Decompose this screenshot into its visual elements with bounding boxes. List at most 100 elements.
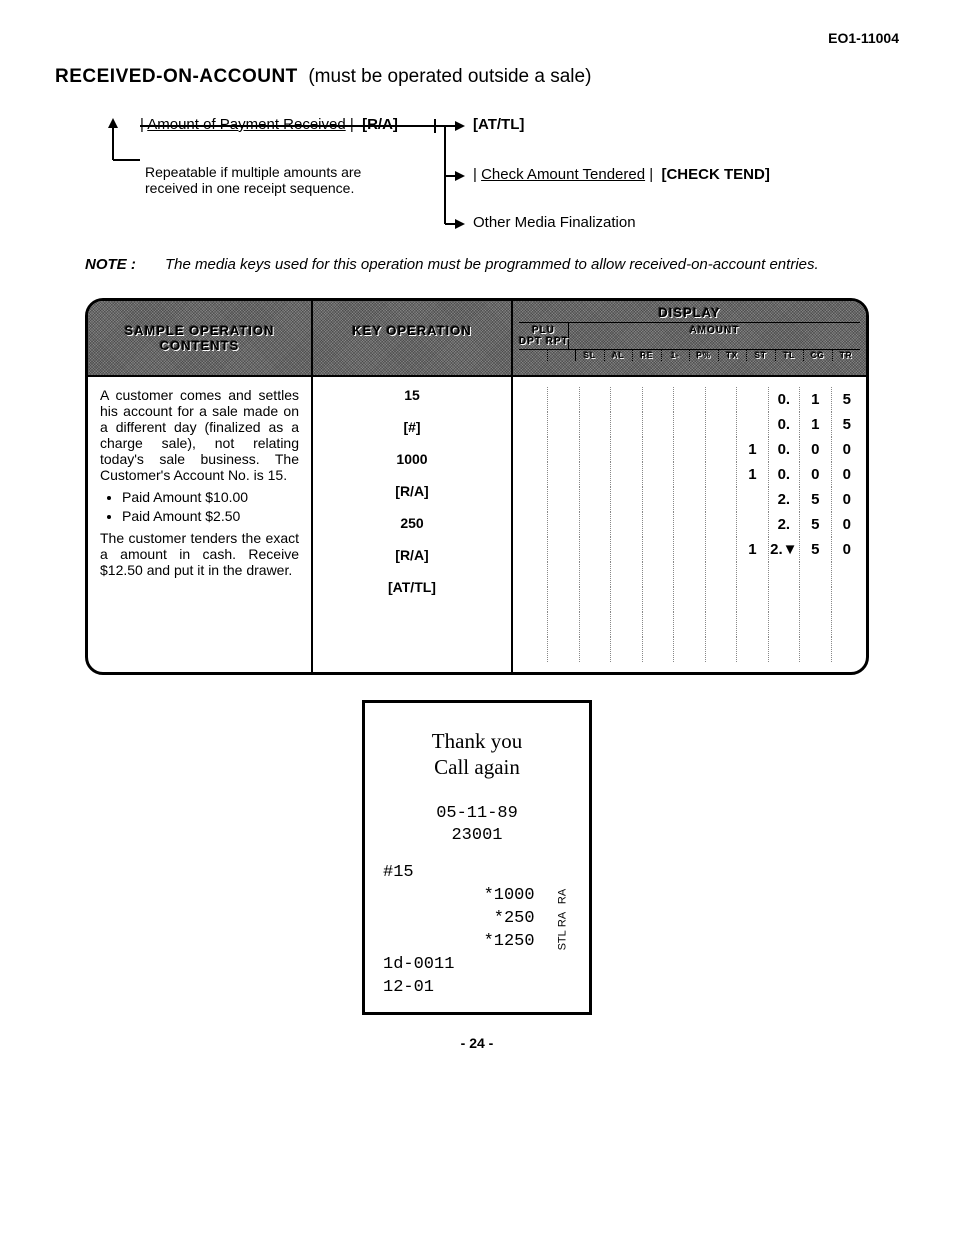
display-cell: 0 bbox=[832, 437, 862, 462]
display-cell bbox=[580, 487, 611, 512]
display-cell: 0. bbox=[769, 412, 800, 437]
display-cell: 0 bbox=[832, 512, 862, 537]
display-cell: 0 bbox=[832, 487, 862, 512]
display-cell bbox=[517, 437, 548, 462]
display-cell bbox=[548, 387, 579, 412]
display-cell bbox=[737, 412, 768, 437]
display-cell bbox=[580, 512, 611, 537]
flow-step1-label: Amount of Payment Received bbox=[147, 116, 345, 133]
hdr-sublabels: SLALRE1-P%TXSTTLCGTR bbox=[519, 349, 860, 361]
col-display: 0.150.1510.0010.002.502.5012.▼50 bbox=[513, 377, 866, 672]
doc-id: EO1-11004 bbox=[55, 30, 899, 46]
display-cell: 2. bbox=[769, 512, 800, 537]
key-op-step: 1000 bbox=[325, 451, 499, 467]
display-row: 0.15 bbox=[517, 412, 862, 437]
display-cell: 5 bbox=[800, 487, 831, 512]
display-cell: 0. bbox=[769, 462, 800, 487]
display-cell bbox=[611, 437, 642, 462]
hdr-sample-contents: SAMPLE OPERATION CONTENTS bbox=[88, 301, 313, 375]
hdr-sublabel: RE bbox=[633, 350, 662, 361]
title-bold: RECEIVED-ON-ACCOUNT bbox=[55, 66, 298, 87]
key-op-step: 250 bbox=[325, 515, 499, 531]
note-label: NOTE : bbox=[85, 256, 165, 273]
col-key-operation: 15[#]1000[R/A]250[R/A][AT/TL] bbox=[313, 377, 513, 672]
display-cell bbox=[517, 387, 548, 412]
display-cell bbox=[611, 412, 642, 437]
display-cell bbox=[643, 512, 674, 537]
hdr-display-title: DISPLAY bbox=[519, 305, 860, 320]
note-block: NOTE : The media keys used for this oper… bbox=[85, 256, 899, 273]
contents-p2: The customer tenders the exact a amount … bbox=[100, 530, 299, 578]
flow-step1-key: [R/A] bbox=[362, 116, 398, 133]
receipt-line-4: 1d-0011 bbox=[383, 954, 571, 977]
display-cell bbox=[643, 387, 674, 412]
display-cell: 0. bbox=[769, 437, 800, 462]
display-cell: 0 bbox=[800, 437, 831, 462]
hdr-sublabel: CG bbox=[804, 350, 833, 361]
key-op-step: 15 bbox=[325, 387, 499, 403]
display-cell bbox=[517, 412, 548, 437]
receipt-line-3: *1250 STL bbox=[383, 931, 571, 954]
flow-diagram: | Amount of Payment Received | [R/A] [AT… bbox=[85, 116, 899, 246]
key-op-step: [R/A] bbox=[325, 483, 499, 499]
receipt-line-2: *250 RA bbox=[383, 908, 571, 931]
display-cell: 0 bbox=[832, 462, 862, 487]
display-cell bbox=[517, 512, 548, 537]
display-cell bbox=[611, 487, 642, 512]
display-cell bbox=[706, 512, 737, 537]
receipt-acct: #15 bbox=[383, 862, 571, 885]
hdr-sublabel: TL bbox=[776, 350, 805, 361]
display-cell bbox=[548, 462, 579, 487]
display-cell bbox=[548, 412, 579, 437]
display-cell bbox=[611, 537, 642, 562]
key-op-step: [R/A] bbox=[325, 547, 499, 563]
flow-branch2-key: [CHECK TEND] bbox=[661, 166, 769, 183]
display-row: 12.▼50 bbox=[517, 537, 862, 562]
hdr-sublabel: TX bbox=[719, 350, 748, 361]
display-cell bbox=[580, 437, 611, 462]
display-cell bbox=[674, 437, 705, 462]
display-cell bbox=[737, 487, 768, 512]
receipt-line-1: *1000 RA bbox=[383, 885, 571, 908]
display-cell bbox=[548, 437, 579, 462]
display-cell bbox=[706, 387, 737, 412]
key-op-step: [AT/TL] bbox=[325, 579, 499, 595]
col-contents: A customer comes and settles his account… bbox=[88, 377, 313, 672]
receipt-date: 05-11-89 bbox=[383, 803, 571, 826]
display-cell: 5 bbox=[800, 537, 831, 562]
hdr-sublabel bbox=[548, 350, 577, 361]
display-cell bbox=[643, 462, 674, 487]
display-cell bbox=[674, 412, 705, 437]
display-cell: 2.▼ bbox=[769, 537, 800, 562]
display-cell bbox=[706, 412, 737, 437]
display-cell bbox=[580, 537, 611, 562]
display-cell bbox=[517, 462, 548, 487]
display-cell: 5 bbox=[832, 387, 862, 412]
hdr-amount: AMOUNT bbox=[569, 323, 860, 349]
display-cell bbox=[706, 437, 737, 462]
title-rest: (must be operated outside a sale) bbox=[308, 66, 591, 87]
display-cell bbox=[643, 412, 674, 437]
display-cell: 1 bbox=[800, 387, 831, 412]
display-cell bbox=[580, 387, 611, 412]
display-cell bbox=[643, 487, 674, 512]
display-cell bbox=[548, 487, 579, 512]
display-cell bbox=[674, 512, 705, 537]
hdr-sublabel: 1- bbox=[662, 350, 691, 361]
display-cell bbox=[737, 512, 768, 537]
hdr-sublabel: SL bbox=[576, 350, 605, 361]
display-cell bbox=[611, 387, 642, 412]
display-cell bbox=[737, 387, 768, 412]
flow-branch3: Other Media Finalization bbox=[473, 214, 636, 231]
flow-branch1: [AT/TL] bbox=[473, 116, 524, 133]
display-row: 0.15 bbox=[517, 387, 862, 412]
contents-bullet-2: Paid Amount $2.50 bbox=[122, 508, 299, 524]
display-cell bbox=[517, 537, 548, 562]
display-cell bbox=[517, 487, 548, 512]
receipt-thank: Thank you Call again bbox=[383, 728, 571, 781]
display-cell bbox=[674, 487, 705, 512]
display-cell bbox=[548, 512, 579, 537]
display-cell bbox=[674, 387, 705, 412]
receipt-num: 23001 bbox=[383, 825, 571, 848]
display-cell bbox=[643, 537, 674, 562]
